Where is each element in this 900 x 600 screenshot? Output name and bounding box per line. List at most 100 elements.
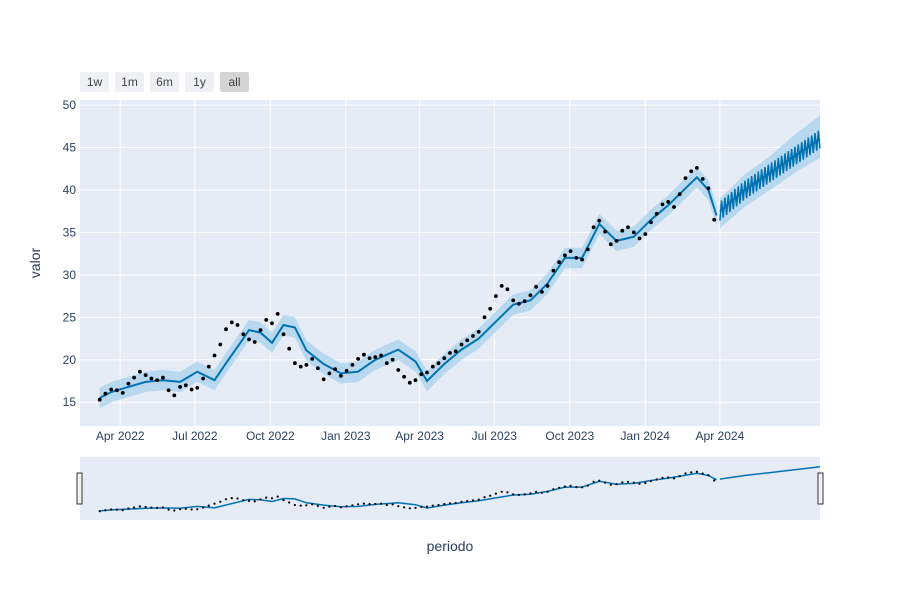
observed-point xyxy=(626,225,630,230)
range-button-6m[interactable]: 6m xyxy=(150,72,179,92)
slider-observed-point xyxy=(138,505,141,508)
slider-observed-point xyxy=(316,504,319,507)
uncertainty-band-area xyxy=(719,115,820,229)
observed-point xyxy=(155,378,160,383)
forecast-seasonal-line xyxy=(719,130,821,221)
observed-point xyxy=(172,393,177,398)
slider-observed-point xyxy=(196,508,199,511)
observed-point xyxy=(700,177,705,181)
observed-point xyxy=(327,371,332,376)
slider-observed-point xyxy=(471,499,475,502)
slider-observed-point xyxy=(270,497,274,500)
slider-observed-point xyxy=(374,502,377,506)
range-button-1y[interactable]: 1y xyxy=(185,72,214,92)
slider-observed-point xyxy=(414,506,417,509)
slider-observed-point xyxy=(219,500,222,503)
slider-observed-point xyxy=(282,499,285,502)
slider-observed-point xyxy=(328,505,331,508)
slider-observed-point xyxy=(202,506,205,509)
slider-observed-point xyxy=(626,480,630,483)
observed-point xyxy=(511,298,516,303)
range-button-1m[interactable]: 1m xyxy=(115,72,144,92)
slider-observed-point xyxy=(150,506,153,509)
range-slider-preview xyxy=(98,466,821,513)
observed-point xyxy=(247,337,251,342)
observed-point xyxy=(453,349,458,354)
y-axis-title: valor xyxy=(27,247,43,278)
x-tick-label: Jan 2024 xyxy=(621,429,671,443)
observed-point xyxy=(115,388,119,393)
slider-observed-point xyxy=(380,502,383,505)
observed-point xyxy=(465,338,470,343)
slider-observed-point xyxy=(690,471,693,474)
observed-point xyxy=(298,364,303,369)
observed-point xyxy=(603,229,607,234)
observed-point xyxy=(367,356,372,360)
observed-point xyxy=(281,332,286,337)
observed-point xyxy=(258,328,263,332)
slider-observed-point xyxy=(437,503,440,507)
x-tick-label: Jul 2023 xyxy=(472,429,518,443)
slider-observed-point xyxy=(265,496,268,499)
slider-observed-point xyxy=(448,502,452,505)
observed-point xyxy=(574,256,579,260)
observed-point xyxy=(666,200,671,204)
slider-observed-point xyxy=(391,503,394,506)
slider-observed-point xyxy=(224,498,228,501)
slider-observed-point xyxy=(98,510,101,513)
y-tick-label: 45 xyxy=(63,141,77,155)
observed-point xyxy=(161,375,165,380)
range-button-all[interactable]: all xyxy=(220,72,249,92)
observed-point xyxy=(419,372,424,377)
range-slider[interactable] xyxy=(76,457,824,520)
slider-observed-point xyxy=(483,496,486,499)
observed-point xyxy=(252,340,257,344)
observed-point xyxy=(350,363,355,367)
slider-observed-point xyxy=(230,497,233,500)
slider-observed-point xyxy=(598,479,601,482)
slider-observed-point xyxy=(339,506,342,509)
x-tick-label: Jan 2023 xyxy=(321,429,371,443)
observed-point xyxy=(712,217,717,222)
observed-point xyxy=(499,284,504,288)
observed-point xyxy=(677,192,682,197)
slider-observed-point xyxy=(604,481,607,484)
observed-point xyxy=(689,169,694,174)
observed-point xyxy=(540,290,544,294)
slider-forecast-line xyxy=(99,472,717,512)
range-slider-left-handle[interactable] xyxy=(76,472,83,505)
slider-observed-point xyxy=(179,508,182,511)
observed-point xyxy=(321,377,326,382)
observed-point xyxy=(264,318,269,322)
slider-observed-point xyxy=(575,486,578,489)
observed-point xyxy=(229,320,234,325)
slider-observed-point xyxy=(110,508,113,511)
observed-point xyxy=(585,247,590,252)
range-slider-right-handle[interactable] xyxy=(817,472,824,505)
y-tick-label: 20 xyxy=(63,353,77,367)
observed-point xyxy=(132,375,137,380)
slider-observed-point xyxy=(443,503,446,506)
observed-point xyxy=(430,364,435,369)
slider-observed-point xyxy=(167,508,170,511)
slider-observed-point xyxy=(477,498,480,501)
observed-point xyxy=(637,236,642,241)
slider-observed-point xyxy=(385,503,388,507)
observed-point xyxy=(608,242,613,247)
range-button-1w[interactable]: 1w xyxy=(80,72,109,92)
observed-point xyxy=(270,321,274,326)
slider-observed-point xyxy=(293,503,296,507)
slider-observed-point xyxy=(144,505,147,509)
slider-observed-point xyxy=(184,507,187,510)
y-tick-label: 15 xyxy=(63,395,77,409)
slider-observed-point xyxy=(506,491,509,494)
slider-observed-point xyxy=(403,506,406,509)
slider-observed-point xyxy=(425,505,429,508)
observed-point xyxy=(212,353,217,358)
slider-observed-point xyxy=(649,479,653,483)
range-slider-track[interactable] xyxy=(80,457,820,520)
slider-observed-point xyxy=(431,504,434,507)
observed-point xyxy=(522,299,527,304)
observed-point xyxy=(206,364,211,369)
slider-observed-point xyxy=(161,506,164,509)
